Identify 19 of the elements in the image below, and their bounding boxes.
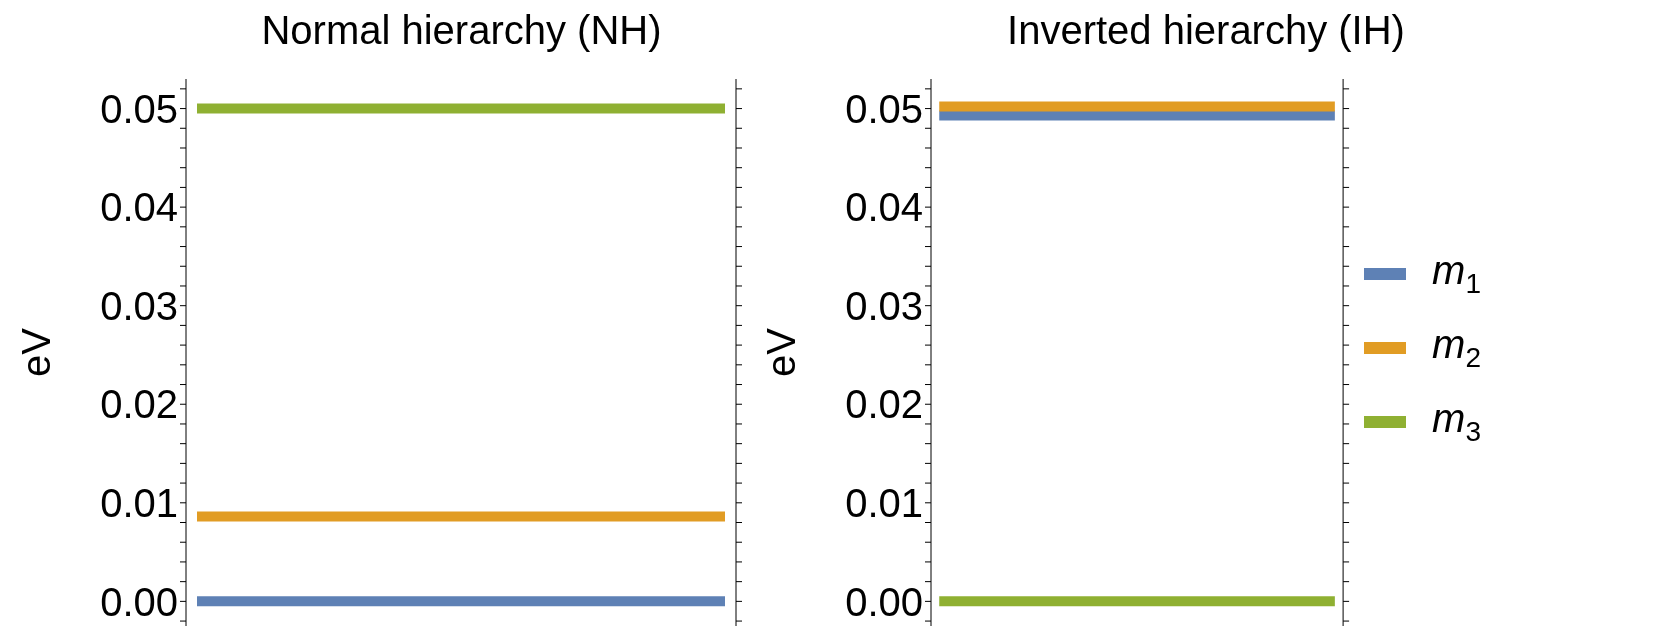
- y-tick-label: 0.03: [845, 283, 923, 328]
- y-axis-title: eV: [14, 327, 59, 377]
- chart-title: Inverted hierarchy (IH): [1007, 8, 1405, 52]
- y-tick-label: 0.04: [100, 185, 178, 230]
- legend-label: m$_{3}$: [1432, 396, 1481, 447]
- y-tick-label: 0.02: [100, 382, 178, 427]
- y-tick-label: 0.05: [845, 86, 923, 131]
- y-tick-label: 0.01: [845, 481, 923, 525]
- y-tick-label: 0.01: [100, 481, 178, 525]
- y-tick-label: 0.03: [100, 283, 178, 328]
- y-tick-label: 0.00: [100, 579, 178, 624]
- y-tick-label: 0.02: [845, 382, 923, 427]
- y-tick-label: 0.05: [100, 86, 178, 131]
- legend-label: m$_{1}$: [1432, 248, 1481, 299]
- y-axis-title: eV: [759, 327, 804, 377]
- y-tick-label: 0.04: [845, 185, 923, 230]
- chart-title: Normal hierarchy (NH): [261, 8, 662, 52]
- legend-label: m$_{2}$: [1432, 322, 1481, 373]
- y-tick-label: 0.00: [845, 579, 923, 624]
